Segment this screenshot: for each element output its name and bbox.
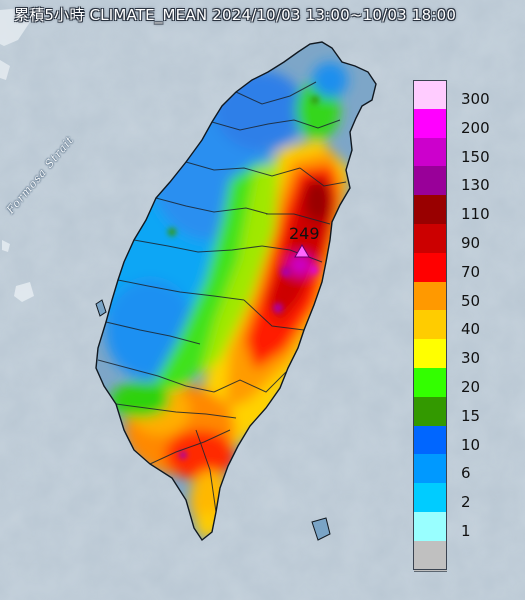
- legend-label: 110: [461, 205, 490, 224]
- legend-swatch: [414, 483, 447, 515]
- legend-label: 200: [461, 118, 490, 137]
- rainfall-legend: 300 200 150 130 110 90 70 50 40 30 20 15 10 6 2 1: [413, 80, 513, 572]
- legend-label: 90: [461, 234, 481, 252]
- legend-label: 10: [461, 435, 481, 454]
- legend-swatch: [414, 80, 447, 111]
- legend-swatch: [414, 454, 447, 486]
- max-rainfall-triangle-icon: [294, 244, 310, 258]
- legend-label: 70: [461, 262, 481, 281]
- distant-coast: [0, 8, 34, 302]
- legend-label: 300: [461, 90, 490, 108]
- offshore-islands: [95, 299, 331, 541]
- legend-label: 1: [461, 522, 471, 540]
- legend-swatch: [414, 540, 447, 572]
- legend-label: 130: [461, 176, 490, 195]
- county-borders: [97, 81, 347, 513]
- legend-label: 2: [461, 493, 471, 512]
- legend-swatch: [414, 108, 447, 140]
- legend-label: 50: [461, 291, 481, 310]
- max-rainfall-label: 249: [289, 224, 320, 243]
- map-title: 累積5小時 CLIMATE_MEAN 2024/10/03 13:00~10/0…: [14, 6, 457, 24]
- legend-swatch: [414, 224, 447, 255]
- legend-label: 6: [461, 464, 471, 483]
- legend-label: 20: [461, 378, 481, 396]
- legend-label: 150: [461, 147, 490, 166]
- legend-label: 40: [461, 320, 481, 339]
- legend-swatch: [414, 425, 447, 457]
- legend-frame: [413, 80, 447, 570]
- legend-label: 15: [461, 406, 481, 425]
- legend-label: 30: [461, 349, 481, 368]
